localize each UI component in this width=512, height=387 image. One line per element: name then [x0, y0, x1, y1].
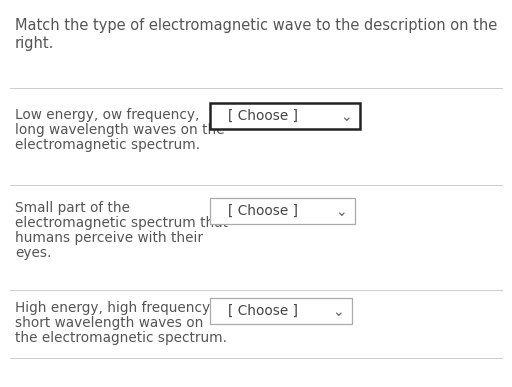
Text: eyes.: eyes.	[15, 246, 51, 260]
Text: [ Choose ]: [ Choose ]	[228, 304, 298, 318]
Text: humans perceive with their: humans perceive with their	[15, 231, 203, 245]
Text: ⌄: ⌄	[335, 205, 347, 219]
Text: electromagnetic spectrum.: electromagnetic spectrum.	[15, 138, 200, 152]
Text: Small part of the: Small part of the	[15, 201, 130, 215]
Text: Match the type of electromagnetic wave to the description on the: Match the type of electromagnetic wave t…	[15, 18, 497, 33]
Text: ⌄: ⌄	[332, 305, 344, 319]
Text: High energy, high frequency,: High energy, high frequency,	[15, 301, 215, 315]
Text: Low energy, ow frequency,: Low energy, ow frequency,	[15, 108, 199, 122]
Text: long wavelength waves on the: long wavelength waves on the	[15, 123, 225, 137]
FancyBboxPatch shape	[210, 298, 352, 324]
Text: the electromagnetic spectrum.: the electromagnetic spectrum.	[15, 331, 227, 345]
Text: ⌄: ⌄	[340, 110, 352, 124]
Text: short wavelength waves on: short wavelength waves on	[15, 316, 203, 330]
FancyBboxPatch shape	[210, 198, 355, 224]
Text: right.: right.	[15, 36, 54, 51]
Text: [ Choose ]: [ Choose ]	[228, 204, 298, 218]
Text: [ Choose ]: [ Choose ]	[228, 109, 298, 123]
FancyBboxPatch shape	[210, 103, 360, 129]
Text: electromagnetic spectrum that: electromagnetic spectrum that	[15, 216, 228, 230]
